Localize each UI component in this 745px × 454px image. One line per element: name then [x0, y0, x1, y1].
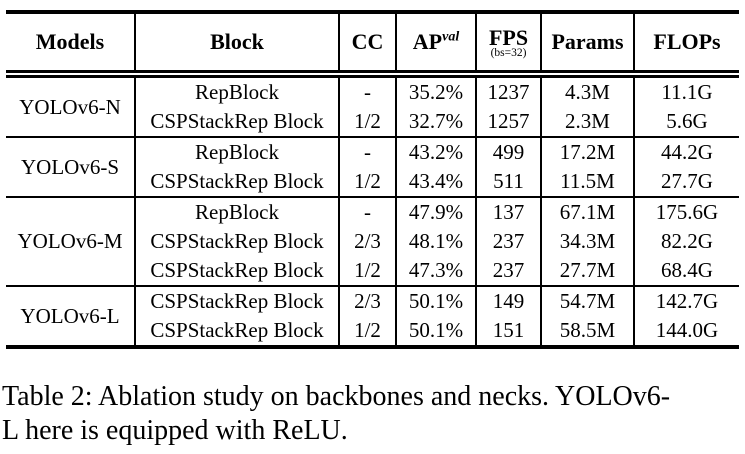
ap-cell: 43.2%	[395, 137, 476, 167]
params-cell: 34.3M	[540, 227, 634, 256]
table-row: YOLOv6-L CSPStackRep Block 2/3 50.1% 149…	[6, 286, 739, 328]
block-cell: RepBlock	[134, 197, 339, 227]
flops-cell: 82.2G	[633, 227, 739, 256]
ap-cell: 43.4%	[395, 167, 476, 197]
cc-cell: -	[338, 137, 396, 167]
ap-cell: 50.1%	[395, 316, 476, 347]
cc-cell: 1/2	[338, 107, 396, 137]
cc-cell: 2/3	[338, 227, 396, 256]
ap-cell: 48.1%	[395, 227, 476, 256]
flops-cell: 175.6G	[633, 197, 739, 227]
params-cell: 67.1M	[540, 197, 634, 227]
cc-cell: -	[338, 197, 396, 227]
header-flops: FLOPs	[633, 12, 739, 74]
table-row: CSPStackRep Block 1/2 32.7% 1257 2.3M 5.…	[6, 107, 739, 137]
caption-line-1: Table 2: Ablation study on backbones and…	[2, 381, 671, 412]
fps-cell: 137	[475, 197, 541, 227]
block-cell: CSPStackRep Block	[134, 107, 339, 137]
params-cell: 11.5M	[540, 167, 634, 197]
header-block: Block	[134, 12, 339, 74]
header-ap-label: AP	[412, 29, 443, 54]
ap-cell: 47.9%	[395, 197, 476, 227]
params-cell: 27.7M	[540, 256, 634, 286]
header-models: Models	[35, 29, 105, 54]
table-row: CSPStackRep Block 1/2 43.4% 511 11.5M 27…	[6, 167, 739, 197]
flops-cell: 44.2G	[633, 137, 739, 167]
fps-cell: 151	[475, 316, 541, 347]
fps-cell: 237	[475, 227, 541, 256]
block-cell: CSPStackRep Block	[134, 256, 339, 286]
fps-cell: 1237	[475, 74, 541, 107]
model-cell: YOLOv6-N	[19, 94, 121, 119]
header-fps: FPS (bs=32)	[475, 12, 541, 74]
flops-cell: 11.1G	[633, 74, 739, 107]
fps-cell: 149	[475, 286, 541, 316]
header-cc: CC	[338, 12, 396, 74]
model-cell: YOLOv6-S	[21, 154, 119, 179]
fps-cell: 499	[475, 137, 541, 167]
table-container: Models Block CC APval FPS (bs=32) Params …	[6, 10, 739, 349]
table-caption: Table 2: Ablation study on backbones and…	[2, 380, 742, 448]
flops-cell: 142.7G	[633, 286, 739, 316]
cc-cell: 1/2	[338, 316, 396, 347]
flops-cell: 27.7G	[633, 167, 739, 197]
cc-cell: -	[338, 74, 396, 107]
model-cell: YOLOv6-L	[20, 303, 120, 328]
ablation-table: Models Block CC APval FPS (bs=32) Params …	[6, 10, 739, 349]
group-yolov6-n: YOLOv6-N RepBlock - 35.2% 1237 4.3M 11.1…	[6, 74, 739, 137]
block-cell: CSPStackRep Block	[134, 227, 339, 256]
table-row: CSPStackRep Block 1/2 50.1% 151 58.5M 14…	[6, 316, 739, 347]
model-cell: YOLOv6-M	[17, 229, 123, 253]
fps-cell: 1257	[475, 107, 541, 137]
ap-cell: 50.1%	[395, 286, 476, 316]
group-yolov6-s: YOLOv6-S RepBlock - 43.2% 499 17.2M 44.2…	[6, 137, 739, 197]
cc-cell: 2/3	[338, 286, 396, 316]
header-params: Params	[540, 12, 634, 74]
fps-cell: 511	[475, 167, 541, 197]
block-cell: RepBlock	[134, 137, 339, 167]
table-row: CSPStackRep Block 2/3 48.1% 237 34.3M 82…	[6, 227, 739, 256]
cc-cell: 1/2	[338, 256, 396, 286]
block-cell: RepBlock	[134, 74, 339, 107]
caption-line-2: L here is equipped with ReLU.	[2, 415, 348, 446]
flops-cell: 144.0G	[633, 316, 739, 347]
flops-cell: 68.4G	[633, 256, 739, 286]
header-row: Models Block CC APval FPS (bs=32) Params …	[6, 12, 739, 74]
table-row: YOLOv6-M RepBlock - 47.9% 137 67.1M 175.…	[6, 197, 739, 253]
params-cell: 17.2M	[540, 137, 634, 167]
params-cell: 58.5M	[540, 316, 634, 347]
header-fps-batchsize-note: (bs=32)	[490, 47, 527, 59]
params-cell: 4.3M	[540, 74, 634, 107]
flops-cell: 5.6G	[633, 107, 739, 137]
block-cell: CSPStackRep Block	[134, 286, 339, 316]
block-cell: CSPStackRep Block	[134, 167, 339, 197]
ap-cell: 35.2%	[395, 74, 476, 107]
params-cell: 2.3M	[540, 107, 634, 137]
table-row: YOLOv6-N RepBlock - 35.2% 1237 4.3M 11.1…	[6, 74, 739, 119]
table-row: YOLOv6-S RepBlock - 43.2% 499 17.2M 44.2…	[6, 137, 739, 179]
header-ap: APval	[395, 12, 476, 74]
fps-cell: 237	[475, 256, 541, 286]
group-yolov6-l: YOLOv6-L CSPStackRep Block 2/3 50.1% 149…	[6, 286, 739, 347]
block-cell: CSPStackRep Block	[134, 316, 339, 347]
group-yolov6-m: YOLOv6-M RepBlock - 47.9% 137 67.1M 175.…	[6, 197, 739, 286]
header-fps-label: FPS	[488, 25, 529, 50]
cc-cell: 1/2	[338, 167, 396, 197]
params-cell: 54.7M	[540, 286, 634, 316]
ap-cell: 32.7%	[395, 107, 476, 137]
table-header: Models Block CC APval FPS (bs=32) Params …	[6, 12, 739, 74]
ap-cell: 47.3%	[395, 256, 476, 286]
header-ap-superscript: val	[442, 29, 460, 45]
table-row: CSPStackRep Block 1/2 47.3% 237 27.7M 68…	[6, 256, 739, 286]
